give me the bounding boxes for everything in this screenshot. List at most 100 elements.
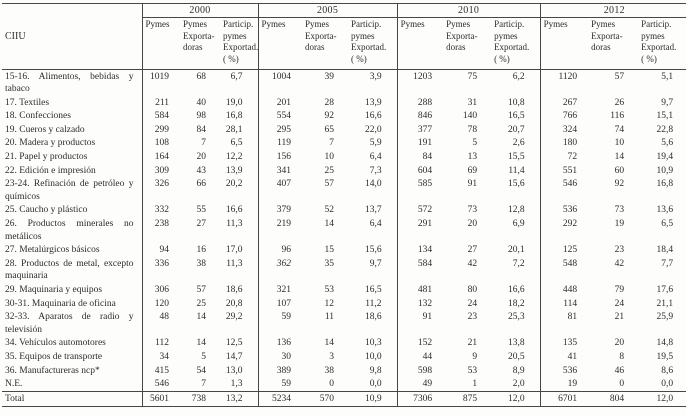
data-cell: 59: [257, 377, 303, 392]
table-row: 20. Madera y productos 108 7 6,5 119 7 5,9 191 5…: [2, 136, 686, 151]
data-cell: 14: [196, 312, 207, 323]
data-cell: 875: [443, 391, 492, 407]
data-cell: 585: [396, 177, 444, 204]
table-row: 26. Productos minerales no metálicos 238 2…: [2, 217, 686, 244]
data-cell: 19: [539, 377, 589, 392]
data-cell: 10,0: [364, 351, 382, 362]
data-cell: 21,1: [656, 298, 674, 309]
data-cell: 5234: [257, 391, 303, 407]
data-cell: 11,3: [226, 258, 243, 269]
data-cell: 46: [614, 365, 625, 376]
data-cell: 6,2: [512, 71, 525, 82]
data-cell: 12,0: [638, 391, 686, 407]
data-cell: 295: [257, 123, 303, 137]
row-label: 35. Equipos de transporte: [5, 351, 103, 362]
data-cell: 24: [614, 298, 625, 309]
data-cell: 18,6: [225, 285, 243, 295]
data-cell: 84: [396, 150, 444, 165]
data-cell: 804: [588, 391, 639, 407]
data-cell: 14,0: [364, 179, 382, 190]
subcolumn-header: Pymes: [539, 17, 589, 70]
data-cell: 1004: [257, 69, 303, 97]
data-cell: 448: [539, 283, 589, 298]
data-cell: 536: [539, 364, 589, 378]
row-label: 36. Manufactureras ncp*: [5, 365, 100, 376]
data-cell: 6,4: [369, 152, 382, 163]
row-label: 27. Metalúrgicos básicos: [5, 245, 100, 256]
data-cell: 18,6: [364, 312, 382, 323]
row-label: 18. Confecciones: [5, 111, 71, 122]
data-cell: 5: [472, 138, 478, 149]
data-cell: 191: [396, 136, 444, 151]
data-cell: 20,8: [225, 298, 243, 309]
row-label: 25. Caucho y plástico: [5, 205, 88, 216]
data-cell: 9,8: [369, 365, 382, 376]
data-cell: 14,7: [225, 351, 243, 362]
data-cell: 14: [324, 219, 335, 230]
data-cell: 13,8: [507, 338, 525, 349]
row-label: 34. Vehículos automotores: [5, 338, 106, 349]
data-cell: 9,7: [369, 258, 382, 269]
data-cell: 12,8: [507, 205, 525, 216]
data-cell: 20,2: [225, 179, 243, 190]
data-cell: 7: [329, 138, 335, 149]
data-cell: 17,6: [656, 285, 674, 295]
subcolumn-header: Pymes Exporta- doras: [180, 17, 220, 70]
row-label: N.E.: [5, 379, 23, 390]
data-cell: 9,7: [661, 97, 674, 108]
row-label: 23-24. Refinación de petróleo y químicos: [5, 179, 134, 202]
data-cell: 6,5: [661, 219, 674, 230]
data-cell: 29,2: [225, 312, 243, 323]
table-row: 23-24. Refinación de petróleo y químicos…: [2, 177, 686, 204]
data-cell: 22,8: [656, 124, 674, 135]
data-cell: 16,6: [364, 111, 382, 122]
data-cell: 13,6: [656, 205, 674, 216]
data-cell: 288: [396, 96, 444, 110]
data-cell: 11: [324, 312, 335, 323]
subcolumn-header: Pymes: [141, 17, 180, 70]
data-cell: 53: [324, 285, 335, 295]
row-label: 32-33. Aparatos de radio y televisión: [5, 312, 134, 335]
data-cell: 6,9: [512, 219, 525, 230]
row-label: 26. Productos minerales no metálicos: [5, 219, 134, 242]
data-cell: 23: [467, 312, 478, 323]
data-cell: 5,1: [661, 71, 674, 82]
data-cell: 8: [619, 351, 625, 362]
data-cell: 30: [257, 350, 303, 365]
data-cell: 125: [539, 243, 589, 258]
data-cell: 12,2: [225, 152, 243, 163]
data-cell: 180: [539, 136, 589, 151]
data-cell: 238: [141, 217, 180, 244]
data-cell: 0: [619, 379, 625, 390]
table-row: 18. Confecciones 584 98 16,8 554 92 16,6 846 140…: [2, 109, 686, 124]
table-row: 36. Manufactureras ncp* 415 54 13,0 389 38 9,8…: [2, 364, 686, 378]
total-row: Total 5601 738 13,2 5234 570 10,9 7306 875 12,0 67…: [2, 391, 686, 407]
data-cell: 2,0: [512, 379, 525, 390]
data-cell: 219: [257, 217, 303, 244]
table-row: 17. Textiles 211 40 19,0 201 28 13,9 288 31 10,8 2…: [2, 96, 686, 110]
data-cell: 15,5: [507, 152, 525, 163]
data-cell: 292: [539, 217, 589, 244]
data-cell: 554: [257, 109, 303, 124]
table-row: 21. Papel y productos 164 20 12,2 156 10 6,4 84…: [2, 150, 686, 165]
data-cell: 79: [614, 285, 625, 295]
data-cell: 81: [539, 310, 589, 337]
data-cell: 336: [141, 257, 180, 284]
data-cell: 321: [257, 283, 303, 298]
data-cell: 68: [196, 71, 207, 82]
year-header: 2000: [141, 3, 259, 18]
data-cell: 134: [396, 243, 444, 258]
row-label: 17. Textiles: [5, 97, 50, 108]
data-cell: 53: [467, 365, 478, 376]
data-cell: 140: [462, 111, 478, 122]
data-cell: 13,2: [220, 391, 259, 407]
table-row: 35. Equipos de transporte 34 5 14,7 30 3 10,0 4…: [2, 350, 686, 365]
data-cell: 570: [302, 391, 349, 407]
data-cell: 21: [467, 338, 478, 349]
table-row: 22. Edición e impresión 309 43 13,9 341 25 7,3…: [2, 164, 686, 178]
data-cell: 12,5: [225, 338, 243, 349]
data-cell: 415: [141, 364, 180, 378]
data-cell: 10,3: [364, 338, 382, 349]
data-cell: 17,0: [225, 245, 243, 256]
data-cell: 25,9: [656, 312, 674, 323]
